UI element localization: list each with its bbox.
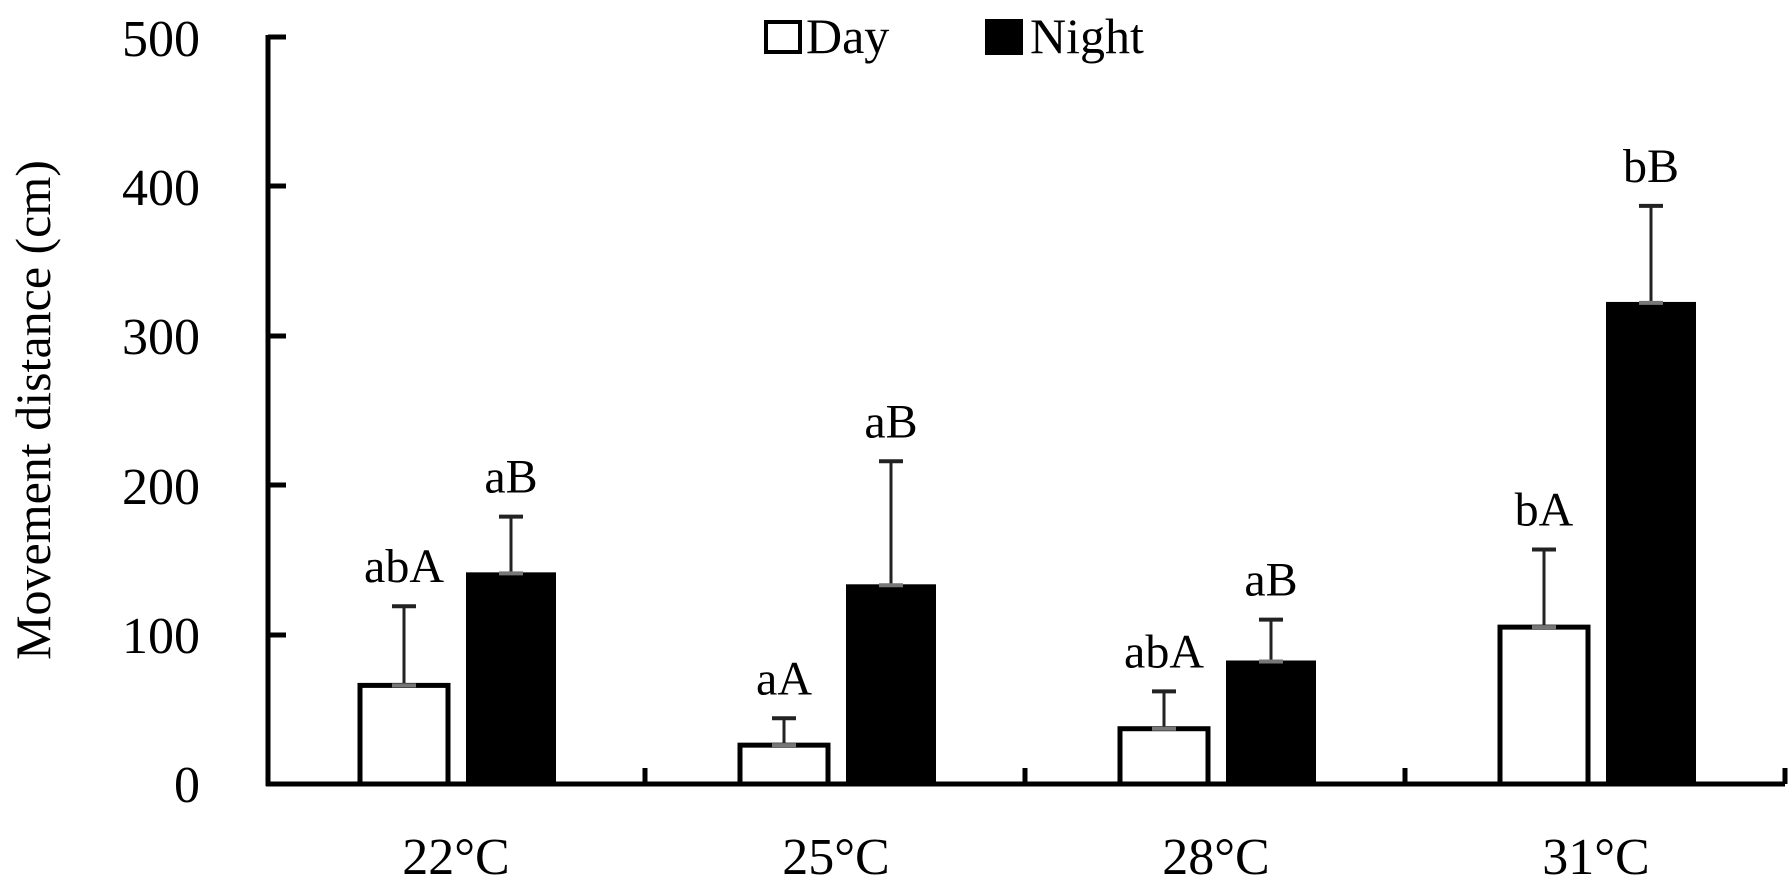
x-label-28c: 28°C bbox=[1162, 829, 1269, 881]
legend-day-swatch-icon bbox=[764, 20, 802, 54]
x-label-25c: 25°C bbox=[782, 829, 889, 881]
bar-night-2 bbox=[1226, 660, 1316, 786]
y-tick-200: 200 bbox=[122, 459, 200, 516]
legend-night-swatch-icon bbox=[985, 19, 1023, 55]
x-label-31c: 31°C bbox=[1542, 829, 1649, 881]
y-tick-0: 0 bbox=[174, 757, 200, 814]
error-bars bbox=[392, 203, 1663, 748]
bar-day-3 bbox=[1497, 624, 1591, 787]
significance-label: aB bbox=[864, 395, 917, 448]
significance-label: bA bbox=[1515, 483, 1574, 536]
significance-label: aA bbox=[756, 652, 812, 705]
bar-day-1 bbox=[737, 742, 831, 787]
significance-label: aB bbox=[484, 451, 537, 504]
bar-night-3 bbox=[1606, 301, 1696, 785]
legend: Day Night bbox=[764, 8, 1144, 64]
legend-day-label: Day bbox=[806, 8, 889, 64]
x-label-22c: 22°C bbox=[402, 829, 509, 881]
y-tick-500: 500 bbox=[122, 11, 200, 68]
y-tick-400: 400 bbox=[122, 160, 200, 217]
bar-night-0 bbox=[466, 572, 556, 786]
bars bbox=[357, 301, 1696, 787]
bar-day-2 bbox=[1117, 726, 1211, 787]
bar-night-1 bbox=[846, 584, 936, 785]
x-category-labels: 22°C 25°C 28°C 31°C bbox=[402, 829, 1649, 881]
significance-label: abA bbox=[364, 540, 444, 593]
y-tick-300: 300 bbox=[122, 309, 200, 366]
significance-label: abA bbox=[1124, 625, 1204, 678]
bar-day-0 bbox=[357, 682, 451, 787]
y-tick-100: 100 bbox=[122, 608, 200, 665]
significance-label: bB bbox=[1623, 140, 1679, 193]
legend-night-label: Night bbox=[1030, 8, 1144, 64]
significance-label: aB bbox=[1244, 554, 1297, 607]
significance-labels: abA aB aA aB abA aB bA bB bbox=[364, 140, 1679, 705]
y-axis-title: Movement distance (cm) bbox=[5, 160, 61, 660]
y-tick-labels: 0 100 200 300 400 500 bbox=[122, 11, 200, 814]
